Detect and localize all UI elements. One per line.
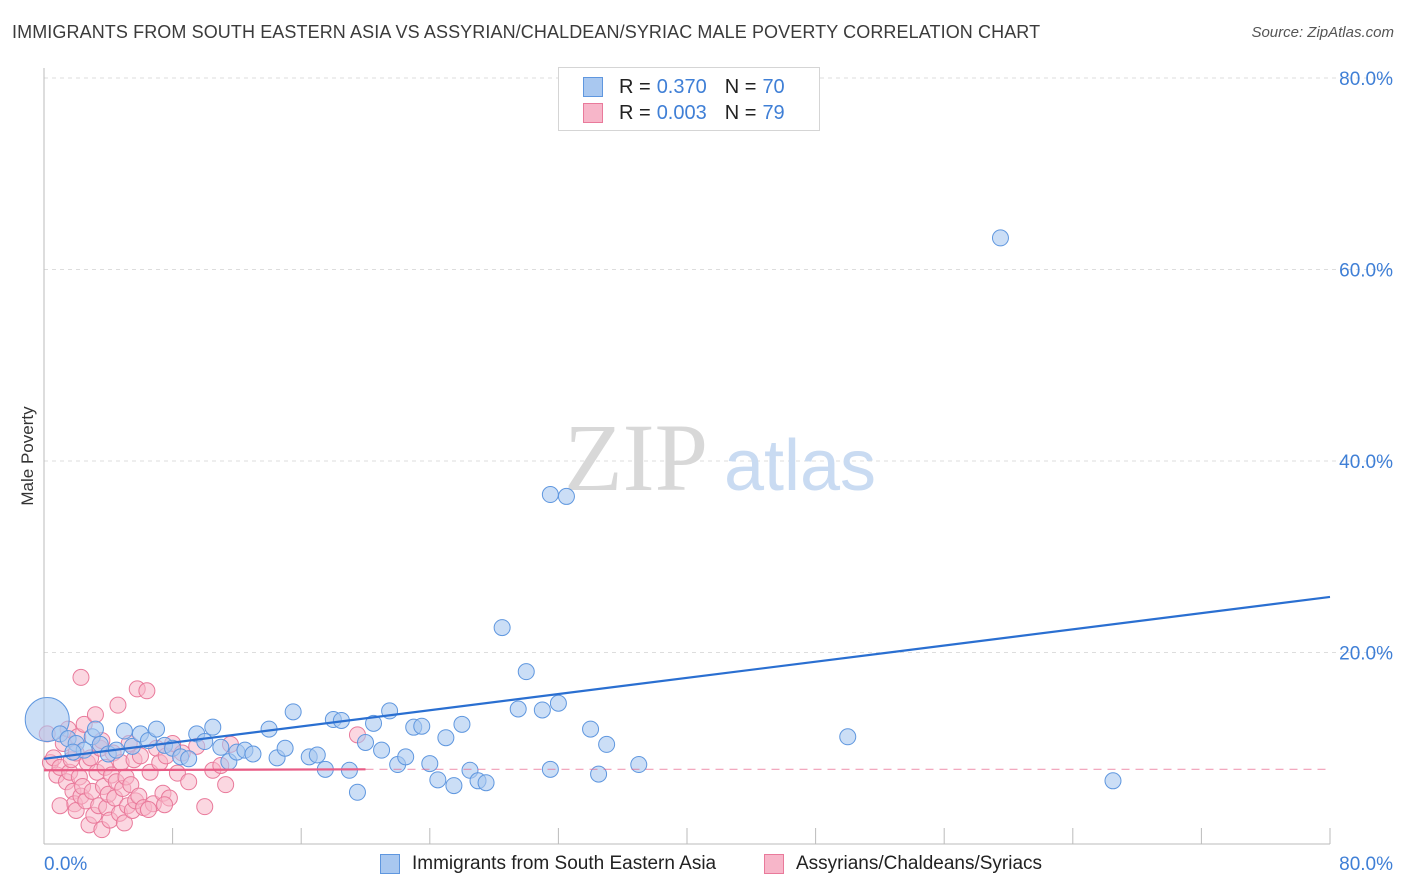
bottom-legend-swatch-pink — [764, 854, 784, 874]
pink-point — [72, 668, 90, 686]
blue-point — [517, 663, 535, 681]
legend-swatch-pink — [583, 103, 603, 123]
blue-point — [582, 720, 600, 738]
bottom-legend-swatch-blue — [380, 854, 400, 874]
trend-line-blue — [43, 595, 1331, 760]
trend-line-pink — [43, 768, 366, 772]
pink-point — [217, 776, 235, 794]
blue-point — [180, 750, 198, 768]
blue-point — [549, 694, 567, 712]
watermark: ZIP atlas — [564, 404, 876, 511]
blue-point — [557, 487, 575, 505]
legend-row-blue: R = 0.370 N = 70 — [583, 74, 785, 100]
blue-point — [598, 735, 616, 753]
bottom-legend-label-blue: Immigrants from South Eastern Asia — [412, 853, 717, 874]
bottom-legend-series2: Assyrians/Chaldeans/Syriacs — [764, 852, 1042, 876]
blue-point — [373, 741, 391, 759]
legend-r-value: 0.003 — [656, 101, 707, 124]
blue-point — [509, 700, 527, 718]
blue-point — [64, 743, 82, 761]
y-tick-label: 20.0% — [1339, 644, 1393, 665]
pink-point — [138, 682, 156, 700]
stats-legend: R = 0.370 N = 70 R = 0.003 N = 79 — [558, 67, 820, 131]
blue-point — [196, 733, 214, 751]
blue-point — [445, 777, 463, 795]
blue-point — [348, 783, 366, 801]
pink-point — [139, 801, 157, 819]
blue-point — [357, 734, 374, 752]
blue-point — [148, 720, 166, 738]
blue-point — [115, 722, 133, 740]
blue-point — [365, 714, 383, 732]
pink-point — [122, 776, 140, 794]
watermark-zip: ZIP — [564, 404, 708, 511]
blue-point — [276, 739, 294, 757]
trend-lines — [43, 595, 1331, 772]
tick-labels: 20.0% 40.0% 60.0% 80.0% 0.0% 80.0% — [44, 69, 1393, 875]
blue-point — [212, 738, 230, 756]
blue-point — [533, 701, 551, 719]
legend-n-label: N = — [724, 75, 757, 98]
pink-point — [156, 796, 174, 814]
blue-point — [284, 703, 302, 721]
legend-n-label: N = — [724, 101, 757, 124]
pink-point — [86, 706, 104, 724]
blue-point — [421, 755, 439, 773]
blue-point — [86, 720, 104, 738]
legend-r-label: R = — [619, 101, 651, 124]
series-sea-points — [24, 229, 1122, 801]
blue-point — [630, 756, 648, 774]
blue-point — [1104, 772, 1122, 790]
legend-swatch-blue — [583, 77, 603, 97]
blue-point — [204, 718, 222, 736]
blue-point — [244, 745, 262, 763]
gridlines — [44, 77, 1394, 653]
legend-r-label: R = — [619, 75, 651, 98]
legend-row-pink: R = 0.003 N = 79 — [583, 100, 785, 126]
bottom-legend-series1: Immigrants from South Eastern Asia — [380, 852, 716, 876]
chart-title: IMMIGRANTS FROM SOUTH EASTERN ASIA VS AS… — [12, 22, 1041, 42]
blue-point — [541, 486, 559, 504]
y-tick-label: 80.0% — [1339, 69, 1393, 90]
pink-point — [109, 696, 127, 714]
blue-point — [991, 229, 1009, 247]
x-tick-label: 80.0% — [1339, 854, 1393, 875]
x-tick-label: 0.0% — [44, 854, 87, 875]
y-tick-label: 60.0% — [1339, 261, 1393, 282]
source-label: Source: ZipAtlas.com — [1251, 24, 1394, 41]
y-tick-label: 40.0% — [1339, 452, 1393, 473]
pink-point — [196, 798, 214, 816]
legend-n-value: 79 — [762, 101, 785, 124]
blue-point — [413, 717, 431, 735]
blue-point — [429, 771, 447, 789]
blue-point — [437, 729, 455, 747]
pink-point — [180, 773, 198, 791]
pink-point — [51, 797, 69, 815]
blue-point — [493, 619, 511, 637]
watermark-atlas: atlas — [724, 426, 876, 506]
blue-point — [453, 715, 471, 733]
bottom-legend-label-pink: Assyrians/Chaldeans/Syriacs — [796, 853, 1043, 874]
legend-r-value: 0.370 — [656, 75, 707, 98]
pink-point — [115, 814, 133, 832]
blue-point — [590, 765, 608, 783]
blue-point — [839, 728, 857, 746]
blue-point — [397, 748, 415, 766]
blue-point — [308, 746, 326, 764]
legend-n-value: 70 — [762, 75, 785, 98]
blue-point — [477, 774, 495, 792]
